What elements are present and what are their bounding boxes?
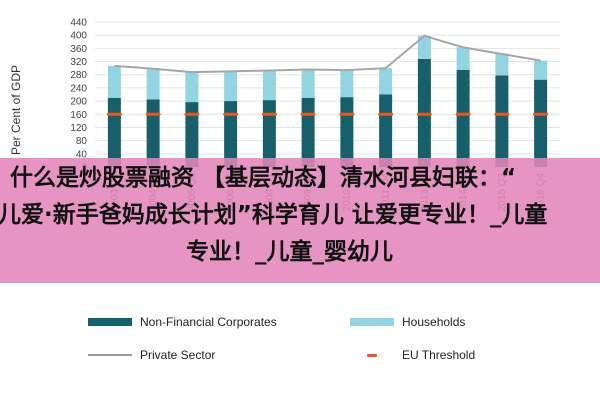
bars	[107, 35, 548, 168]
y-tick-label: 40	[76, 149, 88, 160]
overlay-line-3: 专业！_儿童_婴幼儿	[186, 239, 393, 265]
bar-corporates	[495, 75, 509, 167]
y-tick-label: 200	[70, 97, 87, 108]
y-tick-label: 440	[70, 18, 87, 29]
legend-swatch-corporates	[88, 318, 132, 326]
bar-households	[379, 68, 393, 95]
y-tick-label: 320	[70, 57, 87, 68]
legend-label-households: Households	[402, 315, 466, 329]
bar-corporates	[534, 79, 548, 167]
bar-households	[495, 53, 509, 76]
y-tick-label: 160	[70, 110, 87, 121]
gridlines	[95, 21, 560, 168]
legend-label-corporates: Non-Financial Corporates	[140, 315, 277, 329]
y-tick-label: 360	[70, 44, 87, 55]
overlay-caption: 什么是炒股票融资 【基层动态】清水河县妇联：“ 儿爱·新手爸妈成长计划”科学育儿…	[0, 160, 600, 271]
overlay-band	[0, 158, 600, 283]
legend-label-threshold: EU Threshold	[402, 348, 476, 362]
overlay-line-1: 什么是炒股票融资 【基层动态】清水河县妇联：“	[10, 165, 517, 191]
bar-corporates	[340, 97, 354, 167]
private-sector-line	[114, 34, 541, 74]
bar-corporates	[456, 69, 470, 167]
bar-households	[340, 70, 354, 98]
private-sector-line-path	[114, 34, 541, 74]
y-tick-labels: 04080120160200240280320360400440	[70, 18, 87, 174]
legend-item-private-sector: Private Sector	[88, 348, 215, 362]
bar-corporates	[185, 102, 199, 167]
legend-swatch-private-sector	[88, 354, 132, 356]
y-tick-label: 400	[70, 31, 87, 42]
bar-households	[534, 60, 548, 80]
y-tick-label: 280	[70, 70, 87, 81]
bar-households	[224, 71, 238, 102]
legend-item-households: Households	[350, 315, 465, 329]
bar-households	[107, 65, 121, 98]
legend-item-threshold: EU Threshold	[350, 348, 475, 362]
bar-corporates	[379, 94, 393, 167]
bar-corporates	[107, 97, 121, 167]
bar-households	[417, 35, 431, 59]
y-axis-label: Per Cent of GDP	[9, 65, 23, 155]
overlay-line-2: 儿爱·新手爸妈成长计划”科学育儿 让爱更专业！_儿童	[0, 202, 548, 228]
legend-item-corporates: Non-Financial Corporates	[88, 315, 277, 329]
legend: Non-Financial Corporates Households Priv…	[0, 300, 600, 400]
bar-households	[146, 68, 160, 100]
bar-households	[301, 69, 315, 98]
y-tick-label: 240	[70, 83, 87, 94]
bar-households	[262, 70, 276, 101]
bar-corporates	[224, 101, 238, 167]
bar-households	[456, 47, 470, 70]
bar-corporates	[301, 97, 315, 167]
legend-swatch-households	[350, 318, 394, 326]
y-tick-label: 120	[70, 123, 87, 134]
legend-label-private-sector: Private Sector	[140, 348, 216, 362]
legend-swatch-threshold	[350, 351, 394, 359]
bar-corporates	[262, 100, 276, 167]
bar-households	[185, 72, 199, 103]
bar-corporates	[146, 99, 160, 167]
y-tick-label: 80	[76, 136, 88, 147]
